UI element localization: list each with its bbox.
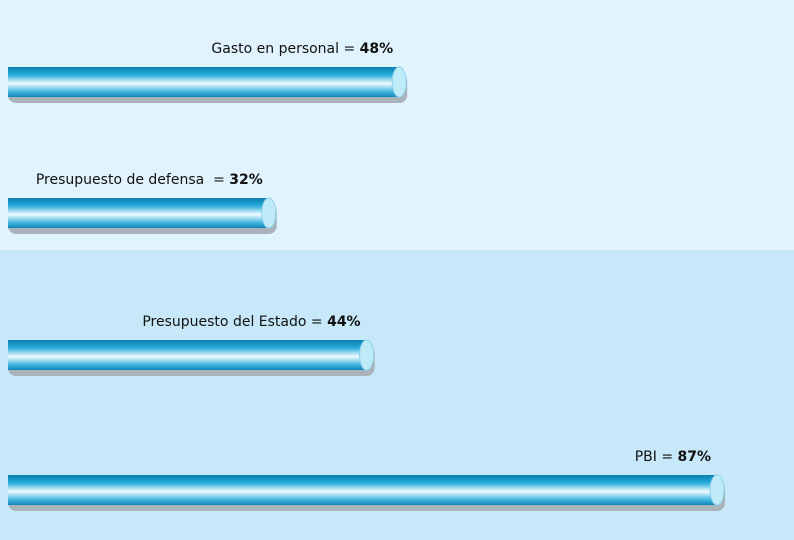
value-label: 44%	[327, 314, 361, 330]
value-label: 87%	[678, 449, 712, 465]
bar-label: PBI = 87%	[635, 449, 711, 465]
bar-cap	[359, 339, 375, 371]
bar-label: Presupuesto del Estado = 44%	[142, 314, 360, 330]
bar	[8, 340, 367, 370]
bar-cap	[261, 197, 277, 229]
category-label: Presupuesto del Estado =	[142, 314, 322, 330]
bar-label: Presupuesto de defensa = 32%	[36, 172, 263, 188]
bar-label: Gasto en personal = 48%	[211, 41, 393, 57]
bar	[8, 198, 269, 228]
value-label: 32%	[229, 172, 263, 188]
category-label: PBI =	[635, 449, 673, 465]
category-label: Gasto en personal =	[211, 41, 355, 57]
bar	[8, 67, 400, 97]
category-label: Presupuesto de defensa =	[36, 172, 225, 188]
bar-cap	[391, 66, 407, 98]
bar-cap	[709, 474, 725, 506]
bar	[8, 475, 718, 505]
value-label: 48%	[360, 41, 394, 57]
